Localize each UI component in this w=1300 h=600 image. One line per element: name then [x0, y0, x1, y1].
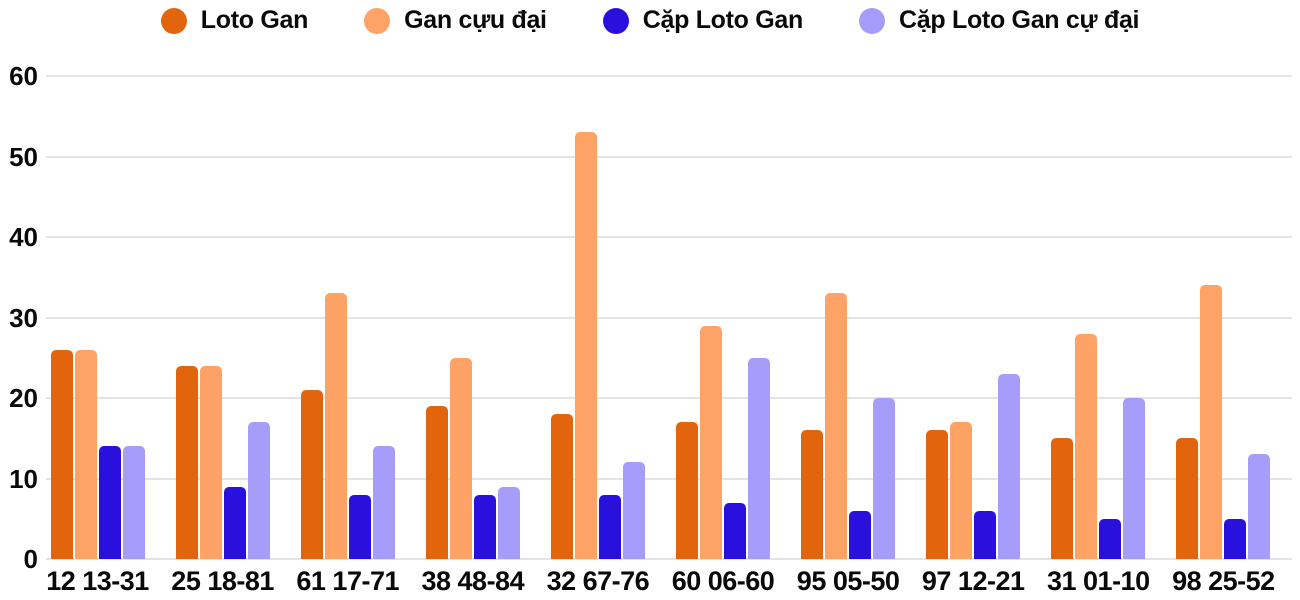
bar-series2-group2[interactable] [199, 366, 222, 559]
gridline-20 [46, 397, 1292, 399]
bar-series3-group10[interactable] [1224, 519, 1247, 559]
bar-series4-group4[interactable] [497, 487, 520, 559]
bar-series3-group8[interactable] [974, 511, 997, 559]
bar-series4-group3[interactable] [372, 446, 395, 559]
legend-item-4[interactable]: Cặp Loto Gan cự đại [859, 6, 1140, 35]
bar-series2-group9[interactable] [1075, 334, 1098, 559]
bar-series2-group8[interactable] [950, 422, 973, 559]
gridline-30 [46, 316, 1292, 319]
x-axis-label-10: 98 25-52 [1172, 566, 1275, 596]
gridline-60 [46, 75, 1292, 77]
y-axis-tick-20: 20 [9, 383, 38, 413]
y-axis-tick-40: 40 [9, 222, 38, 252]
bar-series3-group6[interactable] [724, 503, 746, 559]
bar-series4-group1[interactable] [122, 446, 145, 559]
bar-series1-group2[interactable] [175, 366, 198, 559]
gridline-0 [46, 558, 1292, 560]
bar-series1-group10[interactable] [1176, 438, 1199, 559]
legend-label: Cặp Loto Gan cự đại [899, 6, 1140, 34]
bar-series4-group9[interactable] [1123, 398, 1146, 559]
bar-series3-group4[interactable] [473, 495, 496, 559]
bar-series1-group4[interactable] [425, 406, 448, 559]
x-axis-label-4: 38 48-84 [421, 566, 525, 596]
legend-label: Gan cựu đại [404, 6, 547, 34]
bar-series2-group7[interactable] [825, 293, 848, 559]
x-axis-label-5: 32 67-76 [546, 566, 650, 596]
bar-series4-group7[interactable] [873, 398, 896, 559]
gridline-50 [46, 155, 1292, 158]
y-axis-tick-0: 0 [23, 544, 38, 574]
bar-series1-group7[interactable] [801, 430, 824, 559]
bar-series3-group3[interactable] [348, 495, 371, 559]
x-axis-label-6: 60 06-60 [671, 566, 775, 596]
bar-series1-group5[interactable] [550, 414, 573, 559]
legend-item-1[interactable]: Loto Gan [160, 6, 309, 35]
legend-color-dot [859, 7, 885, 34]
bar-series4-group2[interactable] [247, 422, 270, 559]
bar-series3-group9[interactable] [1099, 519, 1122, 559]
chart-legend: Loto Gan Gan cựu đại Cặp Loto Gan Cặp Loto … [0, 6, 1300, 35]
bar-series4-group5[interactable] [622, 462, 645, 559]
bar-series2-group10[interactable] [1200, 285, 1223, 559]
bar-series1-group1[interactable] [50, 350, 73, 559]
legend-item-2[interactable]: Gan cựu đại [364, 6, 547, 35]
legend-color-dot [364, 7, 391, 34]
bar-series3-group1[interactable] [98, 446, 121, 559]
bar-series2-group3[interactable] [324, 293, 347, 559]
legend-item-3[interactable]: Cặp Loto Gan [602, 6, 804, 35]
bar-series3-group7[interactable] [849, 511, 872, 559]
bar-series2-group4[interactable] [449, 358, 472, 559]
legend-color-dot [602, 7, 629, 34]
bar-series4-group10[interactable] [1248, 454, 1271, 559]
gridline-40 [46, 236, 1292, 238]
x-axis-label-9: 31 01-10 [1047, 566, 1150, 596]
bar-series1-group8[interactable] [926, 430, 949, 559]
x-axis-label-3: 61 17-71 [296, 566, 399, 596]
bar-series4-group6[interactable] [748, 358, 770, 559]
bar-series4-group8[interactable] [998, 374, 1021, 559]
x-axis-label-7: 95 05-50 [796, 566, 900, 596]
x-axis-label-2: 25 18-81 [171, 566, 274, 596]
bar-series1-group6[interactable] [676, 422, 698, 559]
bar-series2-group5[interactable] [574, 132, 597, 559]
bar-series1-group3[interactable] [300, 390, 323, 559]
legend-color-dot [160, 7, 187, 34]
x-axis-label-8: 97 12-21 [921, 566, 1025, 596]
legend-label: Loto Gan [200, 6, 309, 34]
bar-series2-group1[interactable] [74, 350, 97, 559]
bar-series2-group6[interactable] [700, 326, 722, 559]
y-axis-tick-10: 10 [9, 463, 38, 494]
y-axis-tick-30: 30 [9, 302, 38, 333]
gridline-10 [46, 477, 1292, 480]
bar-series3-group2[interactable] [223, 487, 246, 559]
bar-series3-group5[interactable] [598, 495, 621, 559]
legend-label: Cặp Loto Gan [642, 6, 804, 34]
x-axis-label-1: 12 13-31 [46, 566, 149, 596]
bar-series1-group9[interactable] [1051, 438, 1074, 559]
y-axis-tick-50: 50 [9, 141, 38, 172]
y-axis-tick-60: 60 [9, 61, 38, 91]
